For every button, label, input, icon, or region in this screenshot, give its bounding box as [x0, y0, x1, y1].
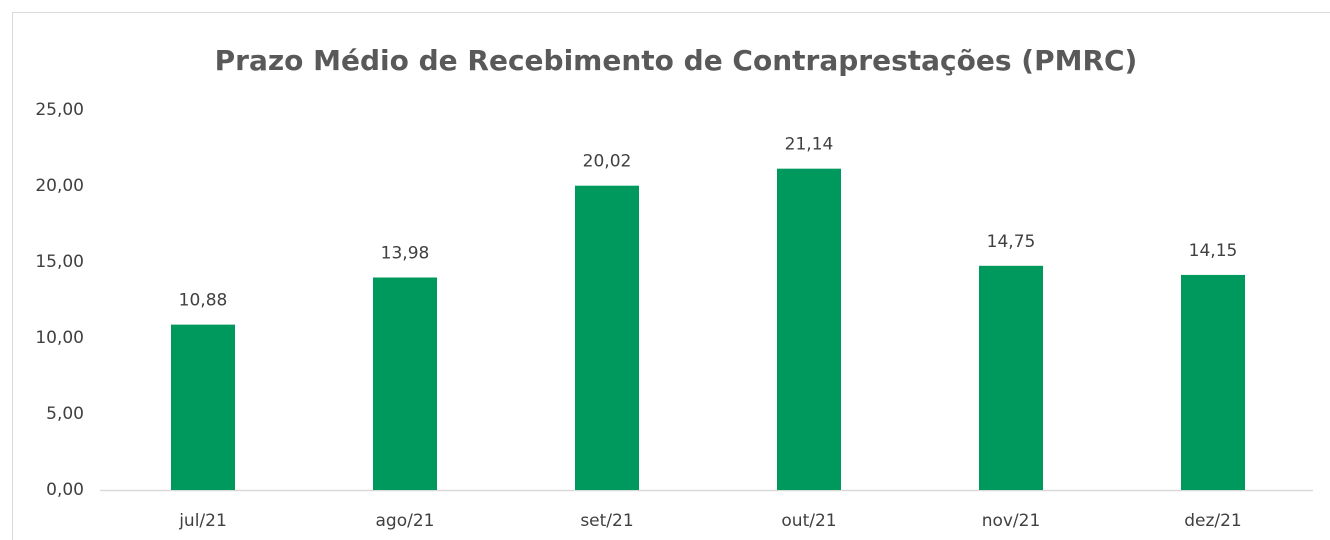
data-label: 10,88	[179, 291, 228, 311]
y-tick-label: 20,00	[35, 176, 84, 196]
data-label: 21,14	[785, 135, 834, 155]
y-tick-label: 25,00	[35, 100, 84, 120]
x-tick-label: set/21	[580, 511, 633, 531]
data-label: 14,75	[987, 232, 1036, 252]
y-tick-label: 15,00	[35, 252, 84, 272]
bar	[777, 168, 841, 490]
bar	[979, 265, 1043, 490]
y-tick-label: 0,00	[46, 480, 84, 500]
data-label: 20,02	[583, 152, 632, 172]
x-tick-label: out/21	[781, 511, 836, 531]
x-tick-label: jul/21	[178, 511, 227, 531]
chart-border	[12, 12, 1330, 540]
bar	[1181, 274, 1245, 490]
bar	[575, 185, 639, 491]
bar	[373, 277, 437, 490]
x-tick-label: dez/21	[1184, 511, 1242, 531]
y-tick-label: 10,00	[35, 328, 84, 348]
x-tick-label: nov/21	[982, 511, 1041, 531]
y-tick-label: 5,00	[46, 404, 84, 424]
bar	[171, 324, 235, 490]
chart-title: Prazo Médio de Recebimento de Contrapres…	[215, 44, 1138, 77]
x-tick-label: ago/21	[376, 511, 435, 531]
data-label: 13,98	[381, 244, 430, 264]
data-label: 14,15	[1189, 241, 1238, 261]
